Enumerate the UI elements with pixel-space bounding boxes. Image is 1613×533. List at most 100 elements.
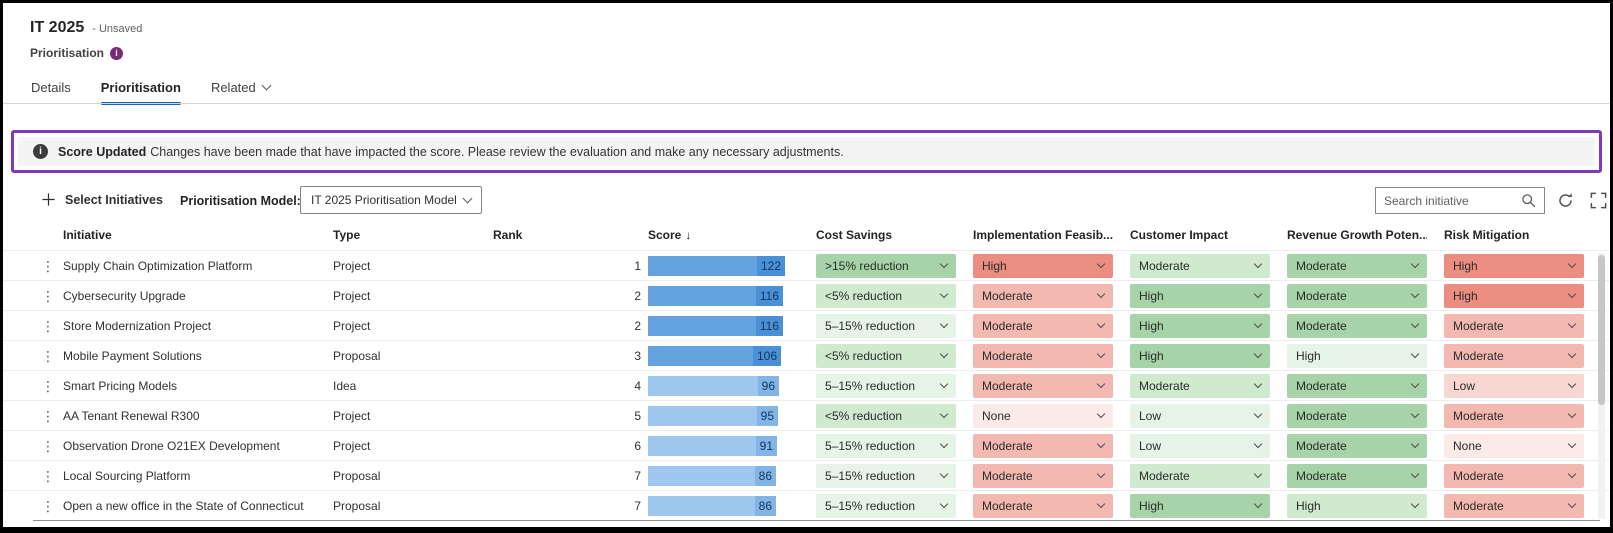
row-menu-kebab-icon[interactable]: ⋮ bbox=[41, 408, 55, 424]
row-menu-kebab-icon[interactable]: ⋮ bbox=[41, 378, 55, 394]
chevron-down-icon bbox=[1567, 469, 1577, 479]
cost-savings-dropdown[interactable]: 5–15% reduction bbox=[816, 314, 956, 338]
initiative-name[interactable]: Open a new office in the State of Connec… bbox=[63, 499, 304, 513]
row-menu-kebab-icon[interactable]: ⋮ bbox=[41, 288, 55, 304]
customer-impact-dropdown[interactable]: Low bbox=[1130, 434, 1270, 458]
row-menu-kebab-icon[interactable]: ⋮ bbox=[41, 348, 55, 364]
implementation-feasibility-dropdown[interactable]: Moderate bbox=[973, 434, 1113, 458]
search-input[interactable] bbox=[1384, 193, 1521, 208]
revenue-growth-dropdown[interactable]: Moderate bbox=[1287, 314, 1427, 338]
notification-message: Changes have been made that have impacte… bbox=[150, 144, 844, 159]
column-header-revenue-growth[interactable]: Revenue Growth Poten... bbox=[1287, 228, 1427, 242]
expand-icon[interactable] bbox=[1590, 192, 1608, 210]
column-header-initiative[interactable]: Initiative bbox=[63, 228, 112, 242]
tab-details[interactable]: Details bbox=[31, 80, 71, 95]
implementation-feasibility-dropdown[interactable]: Moderate bbox=[973, 494, 1113, 518]
customer-impact-dropdown[interactable]: Low bbox=[1130, 404, 1270, 428]
risk-mitigation-dropdown[interactable]: High bbox=[1444, 254, 1584, 278]
column-header-type[interactable]: Type bbox=[333, 228, 361, 242]
select-initiatives-button[interactable]: Select Initiatives bbox=[41, 192, 163, 207]
chevron-down-icon bbox=[1096, 409, 1106, 419]
customer-impact-dropdown[interactable]: High bbox=[1130, 494, 1270, 518]
revenue-growth-dropdown[interactable]: High bbox=[1287, 344, 1427, 368]
revenue-growth-dropdown[interactable]: Moderate bbox=[1287, 254, 1427, 278]
customer-impact-dropdown[interactable]: Moderate bbox=[1130, 374, 1270, 398]
search-icon[interactable] bbox=[1521, 193, 1536, 208]
row-menu-kebab-icon[interactable]: ⋮ bbox=[41, 318, 55, 334]
initiative-rank: 2 bbox=[634, 289, 641, 303]
score-cell: 96 bbox=[648, 376, 788, 396]
chevron-down-icon bbox=[1567, 499, 1577, 509]
customer-impact-dropdown[interactable]: High bbox=[1130, 284, 1270, 308]
revenue-growth-dropdown[interactable]: Moderate bbox=[1287, 284, 1427, 308]
chevron-down-icon bbox=[1567, 379, 1577, 389]
chevron-down-icon bbox=[261, 80, 272, 91]
column-header-cost-savings[interactable]: Cost Savings bbox=[816, 228, 893, 242]
customer-impact-dropdown[interactable]: High bbox=[1130, 344, 1270, 368]
customer-impact-dropdown[interactable]: High bbox=[1130, 314, 1270, 338]
risk-mitigation-dropdown[interactable]: High bbox=[1444, 284, 1584, 308]
implementation-feasibility-dropdown[interactable]: Moderate bbox=[973, 284, 1113, 308]
implementation-feasibility-dropdown[interactable]: Moderate bbox=[973, 344, 1113, 368]
tab-prioritisation[interactable]: Prioritisation bbox=[100, 80, 182, 105]
tab-related[interactable]: Related bbox=[211, 80, 272, 97]
revenue-growth-dropdown[interactable]: Moderate bbox=[1287, 374, 1427, 398]
scrollbar-thumb[interactable] bbox=[1598, 255, 1605, 405]
customer-impact-dropdown[interactable]: Moderate bbox=[1130, 254, 1270, 278]
table-row: ⋮ Observation Drone O21EX Development Pr… bbox=[3, 430, 1610, 460]
row-menu-kebab-icon[interactable]: ⋮ bbox=[41, 498, 55, 514]
column-header-risk-mitigation[interactable]: Risk Mitigation bbox=[1444, 228, 1530, 242]
initiative-rank: 3 bbox=[634, 349, 641, 363]
revenue-growth-dropdown[interactable]: Moderate bbox=[1287, 434, 1427, 458]
chevron-down-icon bbox=[1096, 289, 1106, 299]
cost-savings-dropdown[interactable]: <5% reduction bbox=[816, 344, 956, 368]
risk-mitigation-dropdown[interactable]: Moderate bbox=[1444, 404, 1584, 428]
revenue-growth-dropdown[interactable]: Moderate bbox=[1287, 404, 1427, 428]
implementation-feasibility-dropdown[interactable]: Moderate bbox=[973, 314, 1113, 338]
column-header-score[interactable]: Score ↓ bbox=[648, 228, 692, 242]
risk-mitigation-dropdown[interactable]: Moderate bbox=[1444, 494, 1584, 518]
initiative-name[interactable]: Smart Pricing Models bbox=[63, 379, 178, 393]
customer-impact-dropdown[interactable]: Moderate bbox=[1130, 464, 1270, 488]
score-value: 86 bbox=[754, 496, 776, 516]
row-menu-kebab-icon[interactable]: ⋮ bbox=[41, 258, 55, 274]
revenue-growth-dropdown[interactable]: High bbox=[1287, 494, 1427, 518]
implementation-feasibility-dropdown[interactable]: None bbox=[973, 404, 1113, 428]
cost-savings-dropdown[interactable]: 5–15% reduction bbox=[816, 434, 956, 458]
refresh-icon[interactable] bbox=[1557, 192, 1575, 210]
chevron-down-icon bbox=[939, 499, 949, 509]
initiative-name[interactable]: Mobile Payment Solutions bbox=[63, 349, 202, 363]
risk-mitigation-dropdown[interactable]: Low bbox=[1444, 374, 1584, 398]
cost-savings-dropdown[interactable]: <5% reduction bbox=[816, 284, 956, 308]
initiative-type: Project bbox=[333, 259, 371, 273]
cost-savings-dropdown[interactable]: 5–15% reduction bbox=[816, 494, 956, 518]
score-cell: 86 bbox=[648, 466, 788, 486]
risk-mitigation-dropdown[interactable]: Moderate bbox=[1444, 314, 1584, 338]
implementation-feasibility-dropdown[interactable]: High bbox=[973, 254, 1113, 278]
row-menu-kebab-icon[interactable]: ⋮ bbox=[41, 468, 55, 484]
info-icon[interactable]: i bbox=[110, 46, 124, 60]
prioritisation-model-select[interactable]: IT 2025 Prioritisation Model bbox=[300, 186, 482, 214]
initiative-name[interactable]: Store Modernization Project bbox=[63, 319, 212, 333]
initiative-name[interactable]: Observation Drone O21EX Development bbox=[63, 439, 280, 453]
column-header-implementation-feasibility[interactable]: Implementation Feasib... bbox=[973, 228, 1113, 242]
column-header-customer-impact[interactable]: Customer Impact bbox=[1130, 228, 1229, 242]
implementation-feasibility-dropdown[interactable]: Moderate bbox=[973, 464, 1113, 488]
risk-mitigation-dropdown[interactable]: None bbox=[1444, 434, 1584, 458]
cost-savings-dropdown[interactable]: >15% reduction bbox=[816, 254, 956, 278]
initiative-name[interactable]: Local Sourcing Platform bbox=[63, 469, 191, 483]
cost-savings-dropdown[interactable]: 5–15% reduction bbox=[816, 464, 956, 488]
row-menu-kebab-icon[interactable]: ⋮ bbox=[41, 438, 55, 454]
initiative-name[interactable]: Cybersecurity Upgrade bbox=[63, 289, 186, 303]
risk-mitigation-dropdown[interactable]: Moderate bbox=[1444, 344, 1584, 368]
initiative-name[interactable]: Supply Chain Optimization Platform bbox=[63, 259, 253, 273]
initiative-name[interactable]: AA Tenant Renewal R300 bbox=[63, 409, 200, 423]
chevron-down-icon bbox=[1253, 409, 1263, 419]
cost-savings-dropdown[interactable]: 5–15% reduction bbox=[816, 374, 956, 398]
cost-savings-dropdown[interactable]: <5% reduction bbox=[816, 404, 956, 428]
risk-mitigation-dropdown[interactable]: Moderate bbox=[1444, 464, 1584, 488]
implementation-feasibility-dropdown[interactable]: Moderate bbox=[973, 374, 1113, 398]
revenue-growth-dropdown[interactable]: Moderate bbox=[1287, 464, 1427, 488]
column-header-rank[interactable]: Rank bbox=[493, 228, 523, 242]
table-row: ⋮ Supply Chain Optimization Platform Pro… bbox=[3, 250, 1610, 280]
